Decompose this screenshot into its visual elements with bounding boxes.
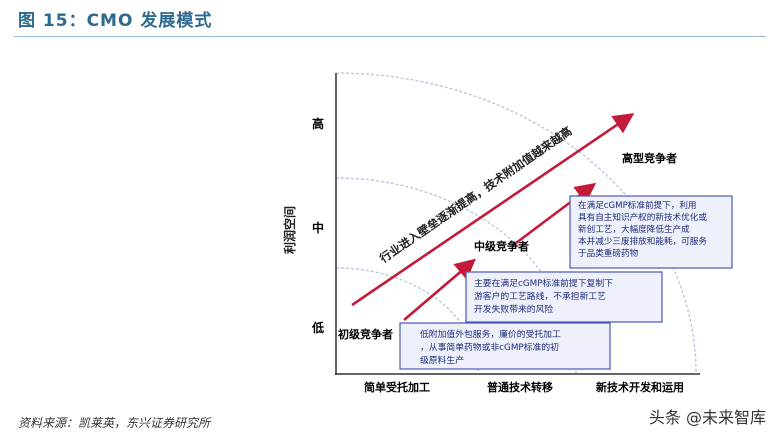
title-divider — [14, 36, 766, 37]
figure-title: 图 15：CMO 发展模式 — [18, 11, 213, 31]
tier-name-middle: 中级竞争者 — [474, 239, 529, 253]
y-level-low: 低 — [311, 320, 324, 335]
trend-arrow-main — [351, 113, 635, 307]
tier-desc-senior-line2: 具有自主知识产权的新技术优化或 — [578, 211, 707, 223]
y-level-mid: 中 — [312, 220, 324, 235]
x-level-new: 新技术开发和运用 — [596, 380, 684, 394]
tier-desc-junior-line2: ，从事简单药物或非cGMP标准的初 — [420, 341, 559, 353]
tier-desc-senior-line4: 本并减少三废排放和能耗，可服务 — [578, 235, 707, 247]
x-level-normal: 普通技术转移 — [487, 380, 553, 394]
tier-desc-middle-line1: 主要在满足cGMP标准前提下复制下 — [474, 277, 613, 289]
x-level-simple: 简单受托加工 — [364, 380, 430, 394]
trend-arrow-lower — [403, 258, 476, 321]
tier-desc-middle-line3: 开发失败带来的风险 — [474, 303, 553, 315]
source-note: 资料来源：凯莱英，东兴证券研究所 — [18, 416, 211, 430]
tier-desc-senior-line3: 新创工艺，大幅度降低生产成 — [578, 223, 690, 235]
tier-desc-junior-line3: 级原料生产 — [420, 354, 464, 366]
tier-desc-senior-line5: 于品类重磅药物 — [578, 247, 639, 259]
watermark: 头条 @未来智库 — [648, 408, 766, 427]
tier-box-middle: 主要在满足cGMP标准前提下复制下 游客户的工艺路线，不承担新工艺 开发失败带来… — [465, 271, 663, 323]
y-axis-label: 利润空间 — [282, 206, 297, 254]
tier-name-junior: 初级竞争者 — [338, 327, 393, 341]
svg-text:低附加值外包服务，廉价的受托加工 ，从事简单药物: 低附加值外包服务，廉价的受托加工 ，从事简单药物或非cGMP标准的初 级原料生产 — [420, 328, 564, 366]
tier-name-senior: 高型竞争者 — [622, 151, 677, 165]
tier-box-senior: 在满足cGMP标准前提下，利用 具有自主知识产权的新技术优化或 新创工艺，大幅度… — [569, 195, 733, 269]
tier-box-junior: 低附加值外包服务，廉价的受托加工 ，从事简单药物或非cGMP标准的初 级原料生产 — [399, 322, 611, 370]
y-level-high: 高 — [312, 116, 324, 131]
tier-desc-senior-line1: 在满足cGMP标准前提下，利用 — [578, 199, 697, 211]
svg-text:主要在满足cGMP标准前提下复制下 游客户的工艺: 主要在满足cGMP标准前提下复制下 游客户的工艺路线，不承担新工艺 开发失败带来… — [474, 277, 616, 315]
svg-text:在满足cGMP标准前提下，利用 具有自主知识产权: 在满足cGMP标准前提下，利用 具有自主知识产权的新技术优化或 新创工艺，大幅度… — [578, 199, 710, 259]
tier-desc-junior-line1: 低附加值外包服务，廉价的受托加工 — [420, 328, 561, 340]
tier-desc-middle-line2: 游客户的工艺路线，不承担新工艺 — [474, 290, 606, 302]
